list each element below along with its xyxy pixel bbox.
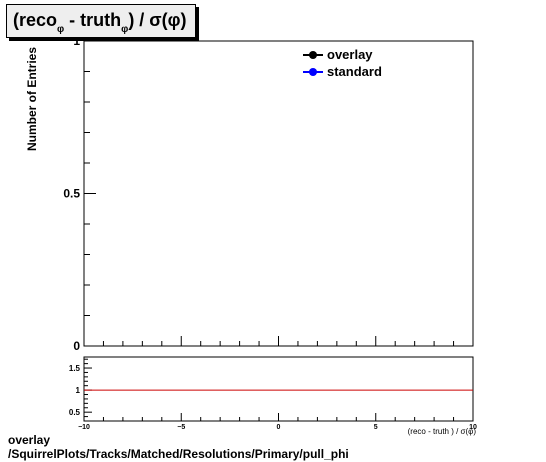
ratio-y-tick-label: 1.5 bbox=[69, 364, 81, 373]
ratio-y-tick-label: 0.5 bbox=[69, 408, 81, 417]
main-y-tick-label: 0.5 bbox=[63, 187, 80, 201]
legend-entry-standard: standard bbox=[303, 63, 382, 80]
ratio-x-tick-label: 10 bbox=[469, 424, 477, 431]
legend-marker-standard bbox=[303, 67, 323, 76]
ratio-y-tick-label: 1 bbox=[76, 386, 81, 395]
ratio-plot-frame bbox=[83, 356, 474, 422]
ratio-x-tick-label: −10 bbox=[78, 424, 90, 431]
ratio-x-tick-label: 0 bbox=[277, 424, 281, 431]
y-axis-label: Number of Entries bbox=[25, 46, 39, 152]
main-y-tick-label: 0 bbox=[73, 339, 80, 353]
legend-entry-overlay: overlay bbox=[303, 46, 382, 63]
main-y-tick-label: 1 bbox=[73, 34, 80, 48]
main-plot-frame bbox=[83, 40, 474, 347]
legend-label-standard: standard bbox=[327, 64, 382, 79]
ratio-x-tick-label: −5 bbox=[177, 424, 185, 431]
legend: overlay standard bbox=[303, 46, 382, 80]
plot-title: (recoφ - truthφ) / σ(φ) bbox=[6, 4, 196, 38]
x-axis-label: (reco - truth ) / σ(φ) bbox=[407, 427, 476, 436]
legend-label-overlay: overlay bbox=[327, 47, 373, 62]
ratio-x-tick-label: 5 bbox=[374, 424, 378, 431]
legend-marker-overlay bbox=[303, 50, 323, 59]
footer-line-2: /SquirrelPlots/Tracks/Matched/Resolution… bbox=[8, 447, 349, 461]
footer-line-1: overlay bbox=[8, 433, 51, 447]
